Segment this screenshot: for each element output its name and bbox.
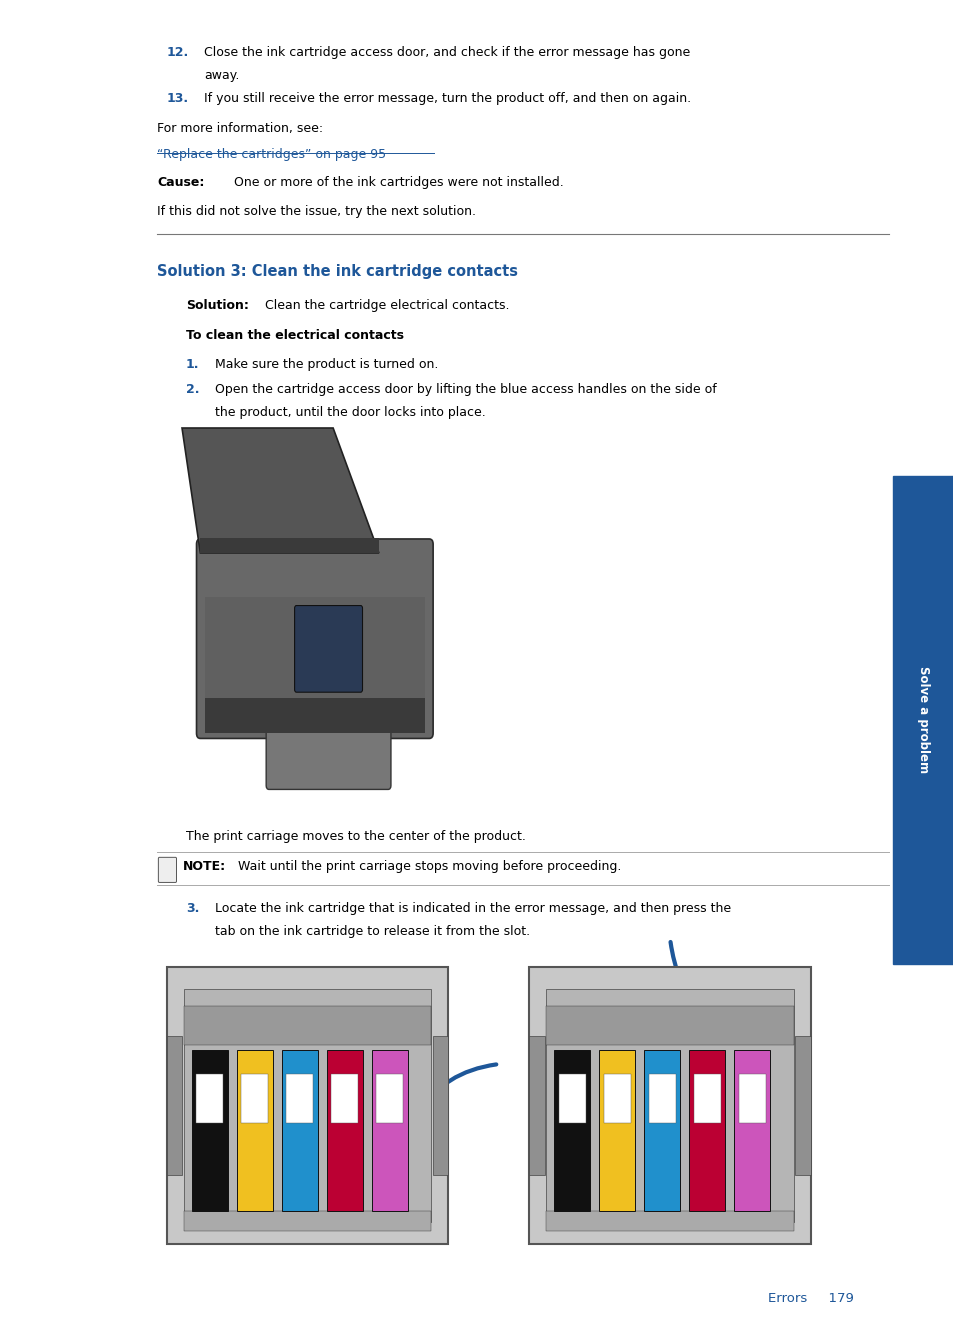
Text: 2.: 2.: [186, 383, 199, 396]
Text: For more information, see:: For more information, see:: [157, 122, 323, 135]
Bar: [184, 989, 431, 1222]
Bar: [184, 1005, 431, 1045]
Text: To clean the electrical contacts: To clean the electrical contacts: [186, 329, 404, 342]
Text: 3.: 3.: [186, 902, 199, 915]
Bar: [192, 1050, 228, 1211]
Polygon shape: [182, 428, 378, 553]
Text: Errors     179: Errors 179: [767, 1292, 853, 1305]
Bar: [375, 1074, 403, 1123]
FancyBboxPatch shape: [294, 605, 362, 692]
Text: the product, until the door locks into place.: the product, until the door locks into p…: [214, 406, 485, 419]
Bar: [603, 1074, 630, 1123]
Bar: [281, 1050, 317, 1211]
Bar: [529, 967, 810, 1244]
Bar: [241, 1074, 268, 1123]
Text: If this did not solve the issue, try the next solution.: If this did not solve the issue, try the…: [157, 205, 476, 218]
Bar: [795, 1036, 810, 1176]
Text: Cause:: Cause:: [157, 176, 205, 189]
Text: 12.: 12.: [167, 46, 189, 59]
Bar: [433, 1036, 448, 1176]
Bar: [892, 476, 953, 964]
Text: Open the cartridge access door by lifting the blue access handles on the side of: Open the cartridge access door by liftin…: [214, 383, 716, 396]
Text: One or more of the ink cartridges were not installed.: One or more of the ink cartridges were n…: [233, 176, 563, 189]
Bar: [236, 1050, 273, 1211]
Text: Solve a problem: Solve a problem: [916, 666, 929, 774]
Text: Make sure the product is turned on.: Make sure the product is turned on.: [214, 358, 437, 371]
Bar: [167, 1036, 182, 1176]
Text: “Replace the cartridges” on page 95: “Replace the cartridges” on page 95: [157, 148, 386, 161]
Bar: [546, 1005, 793, 1045]
Text: The print carriage moves to the center of the product.: The print carriage moves to the center o…: [186, 830, 525, 843]
Text: Clean the cartridge electrical contacts.: Clean the cartridge electrical contacts.: [265, 299, 509, 312]
Text: Close the ink cartridge access door, and check if the error message has gone: Close the ink cartridge access door, and…: [204, 46, 690, 59]
Bar: [331, 1074, 358, 1123]
Bar: [372, 1050, 408, 1211]
Text: away.: away.: [204, 69, 239, 82]
Text: NOTE:: NOTE:: [183, 860, 226, 873]
Bar: [529, 1036, 544, 1176]
FancyBboxPatch shape: [196, 539, 433, 738]
Bar: [554, 1050, 590, 1211]
Bar: [689, 1050, 724, 1211]
Polygon shape: [200, 539, 378, 553]
Bar: [558, 1074, 585, 1123]
Bar: [734, 1050, 770, 1211]
Bar: [648, 1074, 675, 1123]
Text: tab on the ink cartridge to release it from the slot.: tab on the ink cartridge to release it f…: [214, 925, 529, 938]
Bar: [196, 1074, 223, 1123]
Bar: [184, 1211, 431, 1231]
Text: If you still receive the error message, turn the product off, and then on again.: If you still receive the error message, …: [204, 92, 691, 106]
Bar: [598, 1050, 635, 1211]
FancyBboxPatch shape: [158, 857, 176, 882]
Bar: [693, 1074, 720, 1123]
Text: Solution 3: Clean the ink cartridge contacts: Solution 3: Clean the ink cartridge cont…: [157, 264, 517, 279]
Bar: [167, 967, 448, 1244]
FancyBboxPatch shape: [266, 717, 391, 790]
Text: Solution:: Solution:: [186, 299, 249, 312]
Bar: [546, 989, 793, 1222]
Bar: [643, 1050, 679, 1211]
Bar: [546, 1211, 793, 1231]
Bar: [327, 1050, 362, 1211]
Bar: [738, 1074, 765, 1123]
Bar: [205, 699, 424, 733]
Text: Wait until the print carriage stops moving before proceeding.: Wait until the print carriage stops movi…: [238, 860, 621, 873]
Bar: [286, 1074, 313, 1123]
Text: 1.: 1.: [186, 358, 199, 371]
Bar: [205, 597, 424, 699]
Text: Locate the ink cartridge that is indicated in the error message, and then press : Locate the ink cartridge that is indicat…: [214, 902, 730, 915]
Text: 13.: 13.: [167, 92, 189, 106]
